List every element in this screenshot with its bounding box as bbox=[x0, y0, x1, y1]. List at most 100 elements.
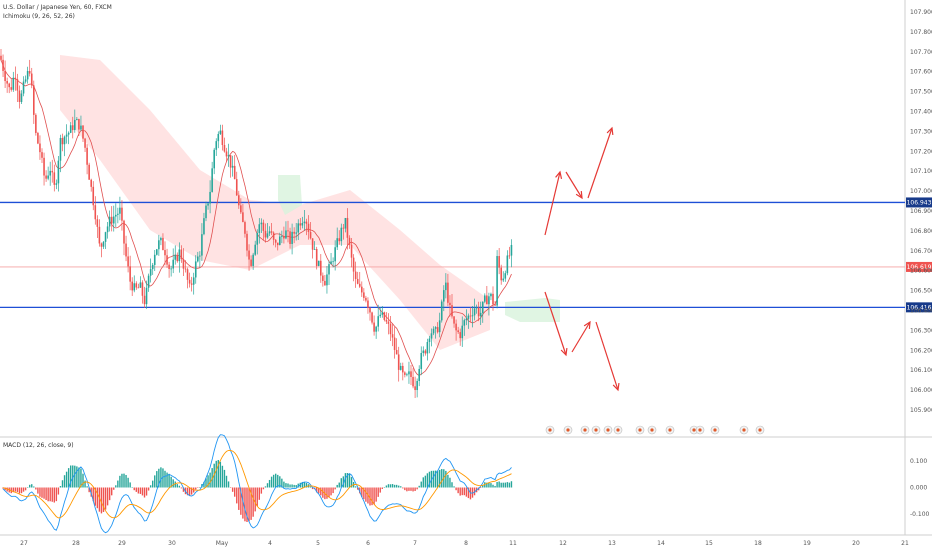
symbol-legend[interactable]: U.S. Dollar / Japanese Yen, 60, FXCM bbox=[3, 4, 112, 11]
projection-arrows[interactable] bbox=[544, 126, 620, 392]
macd-histogram-bar bbox=[457, 487, 459, 494]
macd-histogram-bar bbox=[74, 465, 76, 488]
macd-histogram-bar bbox=[408, 487, 410, 491]
candle-body bbox=[106, 226, 109, 233]
macd-histogram-bar bbox=[500, 482, 502, 488]
macd-histogram-bar bbox=[402, 487, 404, 489]
macd-histogram-bar bbox=[459, 487, 461, 496]
macd-histogram-bar bbox=[398, 485, 400, 488]
candle-body bbox=[190, 283, 193, 285]
macd-histogram-bar bbox=[365, 487, 367, 502]
candle-body bbox=[326, 274, 328, 286]
macd-histogram-bar bbox=[37, 487, 39, 494]
candle-body bbox=[336, 238, 338, 248]
candle-body bbox=[178, 249, 181, 262]
macd-histogram-bar bbox=[143, 487, 146, 498]
candle-body bbox=[330, 261, 332, 265]
candle-body bbox=[383, 312, 386, 320]
time-tick-label: 28 bbox=[72, 540, 80, 547]
macd-histogram-bar bbox=[465, 487, 468, 497]
candle-body bbox=[412, 376, 414, 387]
event-icon-dot bbox=[713, 428, 717, 432]
macd-legend[interactable]: MACD (12, 26, close, 9) bbox=[3, 442, 74, 449]
macd-histogram-bar bbox=[217, 460, 219, 488]
macd-histogram-bar bbox=[98, 487, 101, 512]
candle-body bbox=[500, 267, 502, 281]
macd-histogram-bar bbox=[311, 487, 314, 490]
price-axis[interactable]: 106.943 106.416 106.619 107.900 107.800 107.7… bbox=[906, 9, 932, 518]
macd-histogram-bar bbox=[176, 484, 178, 488]
candle-body bbox=[123, 220, 125, 244]
candle-body bbox=[186, 269, 189, 280]
candle-body bbox=[373, 322, 375, 332]
candle-body bbox=[209, 191, 211, 204]
macd-histogram-bar bbox=[78, 467, 80, 488]
macd-histogram-bar bbox=[510, 481, 513, 488]
candle-body bbox=[133, 283, 136, 291]
candle-body bbox=[18, 90, 21, 102]
macd-histogram-bar bbox=[359, 487, 361, 494]
macd-histogram-bar bbox=[492, 484, 494, 488]
candle-body bbox=[59, 137, 62, 161]
price-tick-label: 106.000 bbox=[910, 387, 932, 394]
macd-histogram-bar bbox=[490, 483, 492, 488]
time-tick-label: 19 bbox=[803, 540, 811, 547]
candle-body bbox=[287, 230, 289, 232]
macd-histogram-bar bbox=[164, 470, 166, 488]
macd-histogram-bar bbox=[106, 487, 109, 506]
candle-body bbox=[463, 320, 466, 326]
event-icon-dot bbox=[638, 428, 642, 432]
macd-histogram-bar bbox=[22, 487, 25, 492]
candle-body bbox=[35, 114, 37, 133]
last-price-tag-text: 106.619 bbox=[907, 264, 932, 271]
time-tick-label: 20 bbox=[852, 540, 860, 547]
candle-body bbox=[379, 314, 382, 317]
macd-histogram-bar bbox=[262, 487, 265, 490]
candle-body bbox=[119, 207, 121, 214]
macd-histogram-bar bbox=[125, 474, 127, 488]
candle-body bbox=[426, 342, 429, 354]
time-tick-label: 4 bbox=[268, 540, 272, 547]
macd-histogram-bar bbox=[316, 487, 318, 493]
candle-body bbox=[24, 79, 27, 82]
event-icon-dot bbox=[594, 428, 598, 432]
candle-body bbox=[508, 255, 511, 257]
economic-event-icons[interactable] bbox=[545, 425, 765, 435]
candle-body bbox=[100, 243, 103, 247]
candle-body bbox=[168, 264, 170, 269]
macd-histogram-bar bbox=[299, 482, 301, 488]
baseline-path bbox=[0, 59, 512, 377]
candle-body bbox=[334, 247, 336, 262]
candle-body bbox=[408, 371, 410, 375]
time-tick-label: 5 bbox=[316, 540, 320, 547]
macd-histogram-bar bbox=[240, 487, 242, 515]
macd-histogram-bar bbox=[203, 481, 205, 488]
macd-histogram-bar bbox=[400, 486, 402, 488]
time-tick-label: May bbox=[216, 540, 229, 547]
candle-body bbox=[285, 230, 287, 239]
candle-body bbox=[57, 160, 60, 184]
macd-histogram-bar bbox=[156, 471, 158, 488]
macd-histogram-bar bbox=[67, 468, 70, 488]
ichimoku-legend[interactable]: Ichimoku (9, 26, 52, 26) bbox=[3, 13, 75, 20]
macd-histogram-bar bbox=[35, 487, 37, 490]
macd-histogram-bar bbox=[508, 482, 511, 488]
candle-body bbox=[385, 319, 388, 322]
candle-body bbox=[418, 368, 420, 381]
price-tick-label: 106.800 bbox=[910, 228, 932, 235]
candle-body bbox=[160, 237, 162, 241]
projection-arrow bbox=[544, 291, 567, 356]
candle-body bbox=[461, 325, 464, 339]
time-axis[interactable]: 27 28 29 30 May 4 5 6 7 8 11 12 13 14 15 18 19 20 21 bbox=[20, 540, 909, 547]
macd-histogram-bar bbox=[41, 487, 43, 498]
projection-arrow-head bbox=[560, 347, 568, 357]
macd-histogram-bar bbox=[379, 487, 381, 493]
macd-histogram-bar bbox=[117, 480, 119, 488]
price-tick-label: 107.900 bbox=[910, 9, 932, 16]
macd-histogram-bar bbox=[80, 468, 82, 488]
candle-body bbox=[289, 231, 291, 245]
projection-arrow-head bbox=[575, 190, 583, 200]
candle-body bbox=[348, 237, 351, 245]
event-icon-dot bbox=[758, 428, 762, 432]
